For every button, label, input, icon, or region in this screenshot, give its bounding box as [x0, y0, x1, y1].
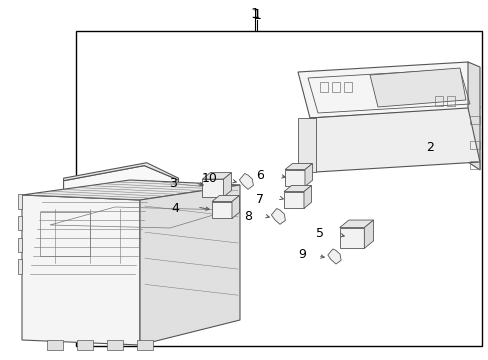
Polygon shape [285, 170, 305, 186]
Text: 7: 7 [256, 193, 264, 206]
Polygon shape [339, 228, 364, 248]
Polygon shape [18, 194, 22, 209]
Text: 10: 10 [202, 171, 218, 185]
Polygon shape [137, 340, 153, 350]
Polygon shape [202, 179, 223, 197]
Polygon shape [285, 163, 312, 170]
Polygon shape [271, 208, 285, 224]
Text: 5: 5 [315, 226, 324, 239]
Polygon shape [297, 118, 315, 172]
Polygon shape [202, 172, 231, 179]
Polygon shape [18, 238, 22, 252]
Polygon shape [63, 166, 178, 297]
Polygon shape [18, 216, 22, 230]
Text: 1: 1 [250, 7, 259, 21]
Polygon shape [22, 195, 140, 345]
Polygon shape [231, 195, 239, 219]
Polygon shape [223, 172, 231, 197]
Polygon shape [284, 185, 311, 192]
Bar [40, 212, 90, 256]
Polygon shape [77, 340, 93, 350]
Polygon shape [63, 163, 178, 181]
Polygon shape [305, 163, 312, 186]
Polygon shape [140, 185, 240, 345]
Text: 8: 8 [244, 211, 251, 224]
Bar [76, 31, 481, 346]
Polygon shape [297, 62, 479, 118]
Polygon shape [369, 68, 465, 107]
Polygon shape [47, 340, 63, 350]
Polygon shape [339, 220, 373, 228]
Text: 6: 6 [256, 168, 264, 181]
Polygon shape [18, 259, 22, 274]
Text: 4: 4 [171, 202, 179, 215]
Polygon shape [212, 202, 231, 219]
Text: 1: 1 [252, 8, 261, 22]
Polygon shape [239, 174, 253, 189]
Polygon shape [364, 220, 373, 248]
Text: 9: 9 [298, 248, 305, 261]
Polygon shape [107, 340, 123, 350]
Polygon shape [467, 62, 479, 170]
Text: 2: 2 [425, 140, 433, 153]
Polygon shape [284, 192, 304, 208]
Polygon shape [304, 185, 311, 208]
Text: 3: 3 [169, 176, 177, 189]
Polygon shape [22, 180, 240, 200]
Polygon shape [309, 108, 479, 172]
Polygon shape [212, 195, 239, 202]
Polygon shape [327, 249, 341, 264]
